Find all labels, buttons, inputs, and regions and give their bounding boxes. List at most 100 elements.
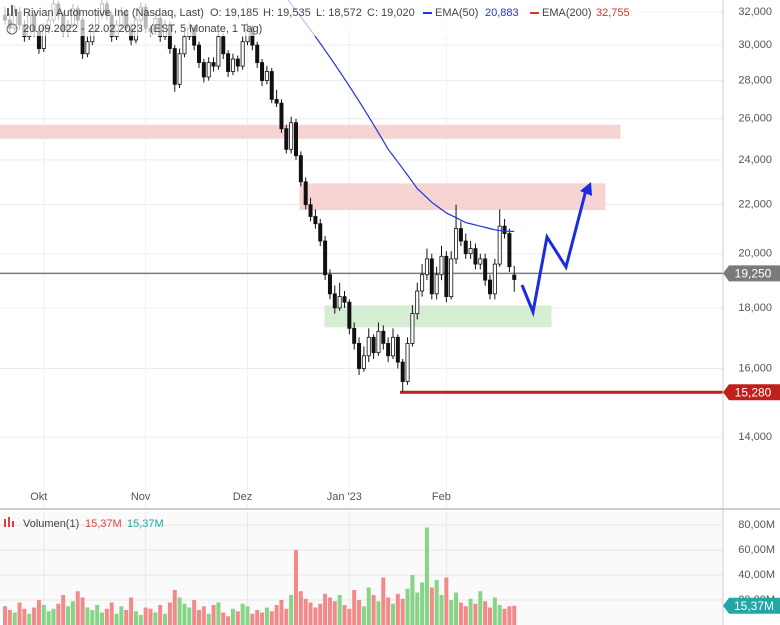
- volume-bar: [66, 606, 71, 625]
- volume-bar: [332, 601, 337, 625]
- volume-bar: [187, 607, 192, 625]
- candle-body: [371, 336, 376, 354]
- volume-bar: [420, 582, 425, 625]
- volume-bar: [129, 597, 134, 625]
- volume-bar: [512, 605, 517, 625]
- volume-bar: [27, 613, 32, 625]
- volume-bar: [269, 611, 274, 625]
- candle-body: [298, 155, 303, 183]
- candle-body: [323, 240, 328, 276]
- volume-bar: [400, 598, 405, 625]
- volume-bar: [308, 602, 313, 625]
- level-box: [723, 265, 780, 282]
- volume-bar: [264, 607, 269, 625]
- candle-body: [439, 255, 444, 276]
- candle-body: [221, 36, 226, 55]
- volume-bar: [90, 610, 95, 625]
- volume-bar: [104, 608, 109, 625]
- icon: [4, 519, 6, 527]
- volume-plot: [3, 527, 517, 625]
- title: Rivian Automotive Inc (Nasdaq, Last): [23, 7, 204, 19]
- volume-bar: [158, 605, 163, 625]
- volume-bar: [216, 602, 221, 625]
- candle-body: [182, 36, 187, 55]
- volume-bar: [366, 587, 371, 625]
- volume-bar: [41, 605, 46, 625]
- forecast-arrow: [520, 189, 588, 318]
- volume-bar: [143, 607, 148, 625]
- candle-body: [260, 62, 265, 82]
- volume-bar: [478, 591, 483, 625]
- ohlc: O: 19,185: [210, 7, 258, 19]
- volume-bar: [70, 601, 75, 625]
- volume-bar: [197, 610, 201, 625]
- volume-bar: [405, 588, 410, 625]
- candle-body: [303, 181, 308, 206]
- x-tick-label: Feb: [432, 491, 451, 503]
- volume-bar: [36, 600, 41, 625]
- y-tick-label: 22,000: [738, 199, 772, 211]
- candle-body: [357, 343, 362, 369]
- legend-name: EMA(50): [435, 7, 478, 19]
- ema-line: [287, 0, 515, 233]
- volume-bar: [381, 577, 386, 625]
- candle-body: [230, 58, 235, 72]
- candle-body: [468, 248, 473, 255]
- candle-body: [211, 62, 216, 67]
- candle-body: [507, 233, 512, 268]
- volume-bar: [313, 607, 318, 625]
- candle-body: [284, 128, 289, 150]
- candle-body: [172, 48, 177, 85]
- volume-bar: [32, 607, 37, 625]
- volume-bar: [119, 606, 124, 625]
- candle-body: [473, 248, 478, 265]
- volume-bar: [211, 605, 216, 625]
- volume-bar: [294, 550, 298, 625]
- volume-bar: [497, 605, 502, 625]
- volume-bar: [138, 615, 143, 625]
- candle-body: [216, 36, 221, 67]
- volume-bar: [357, 600, 362, 625]
- candle-body: [497, 225, 502, 265]
- volume-bar: [434, 580, 439, 625]
- y-tick-label: 14,000: [738, 431, 772, 443]
- arrow-head: [580, 182, 592, 196]
- volume-bar: [473, 603, 478, 625]
- candle-body: [395, 336, 400, 363]
- volume-bar: [124, 610, 129, 625]
- volume-bar: [80, 597, 85, 625]
- candle-body: [177, 53, 182, 85]
- volume-bar: [468, 598, 473, 625]
- candle-body: [289, 122, 294, 150]
- volume-bar: [410, 575, 415, 625]
- volume-bar: [114, 613, 119, 625]
- candle-body: [308, 204, 313, 217]
- volume-bar: [221, 612, 226, 625]
- x-tick-label: Okt: [30, 491, 47, 503]
- candle-body: [444, 255, 449, 298]
- candle-body: [410, 313, 415, 344]
- y-tick-label: 18,000: [738, 302, 772, 314]
- y-tick-label: 60,00M: [738, 544, 775, 556]
- volume-bar: [12, 612, 17, 625]
- x-tick-label: Jan '23: [327, 491, 362, 503]
- volume-bar: [46, 611, 51, 625]
- volume-bar: [454, 592, 459, 625]
- candle-body: [226, 53, 231, 72]
- volume-bar: [492, 597, 497, 625]
- y-tick-label: 32,000: [738, 6, 772, 18]
- volume-bar: [177, 597, 182, 625]
- zones: [0, 124, 621, 328]
- volume-value: 15,37M: [85, 518, 122, 530]
- zone: [0, 124, 621, 139]
- y-tick-label: 16,000: [738, 362, 772, 374]
- volume-bar: [502, 608, 507, 625]
- volume-bar: [95, 605, 100, 625]
- candle-body: [279, 102, 284, 130]
- x-tick-label: Dez: [233, 491, 253, 503]
- volume-bar: [172, 590, 177, 625]
- volume-box: [723, 597, 780, 614]
- volume-bar: [61, 595, 66, 625]
- candle-body: [405, 343, 410, 382]
- candle-body: [434, 274, 439, 295]
